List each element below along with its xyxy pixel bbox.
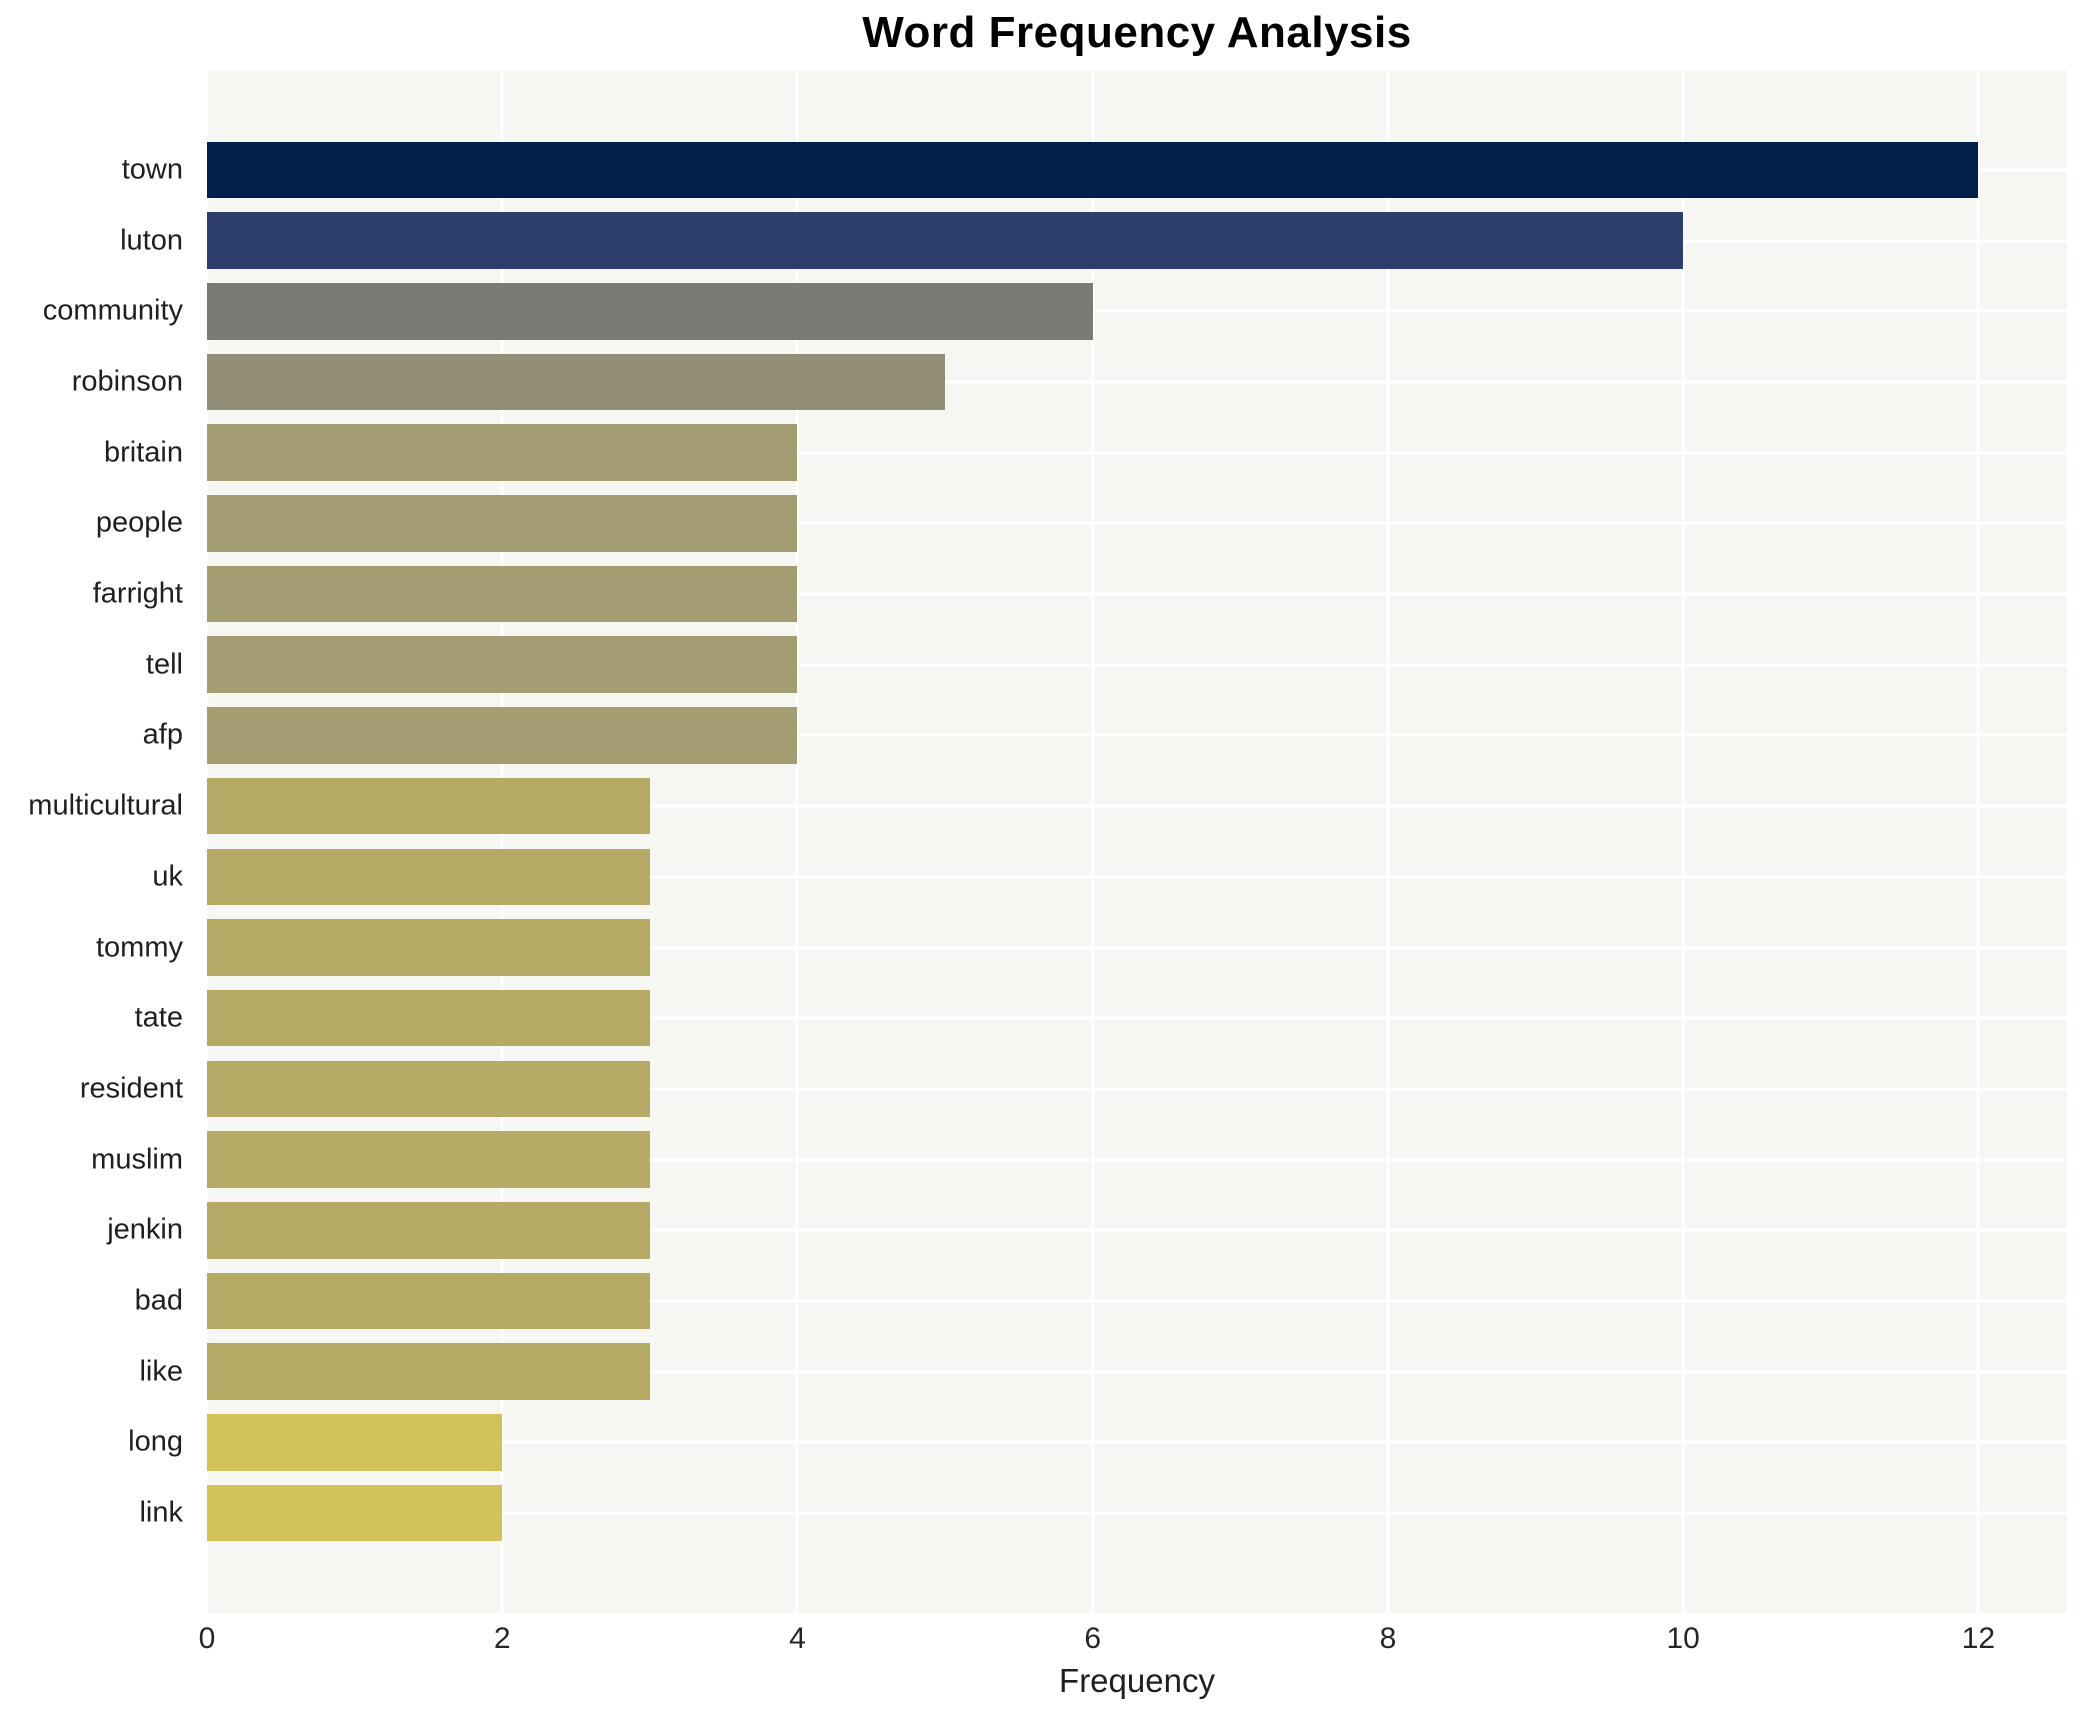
y-label-tell: tell (145, 648, 183, 681)
bar-multicultural (207, 777, 650, 835)
bar-community (207, 283, 1093, 340)
x-tick-6: 6 (1084, 1622, 1102, 1655)
gridline-vertical (205, 70, 209, 1613)
x-tick-4: 4 (789, 1622, 806, 1655)
bar-like (207, 1343, 650, 1400)
x-axis-title: Frequency (1059, 1662, 1215, 1699)
gridline-horizontal (207, 309, 2067, 313)
y-label-long: long (128, 1425, 183, 1458)
y-label-people: people (95, 506, 183, 539)
y-label-tommy: tommy (96, 931, 183, 964)
gridline-horizontal (207, 663, 2067, 667)
y-label-uk: uk (152, 860, 183, 893)
gridline-horizontal (207, 804, 2067, 808)
bar-jenkin (207, 1202, 650, 1259)
plot-area (205, 70, 2067, 1613)
x-tick-0: 0 (198, 1622, 216, 1655)
bar-people (207, 495, 798, 552)
gridline-horizontal (207, 1440, 2067, 1444)
bar-uk (207, 848, 650, 906)
bar-tell (207, 636, 798, 694)
x-tick-10: 10 (1666, 1622, 1700, 1655)
y-label-town: town (121, 153, 183, 186)
bar-robinson (207, 353, 946, 411)
bar-long (207, 1414, 503, 1471)
y-label-farright: farright (92, 577, 183, 610)
y-label-multicultural: multicultural (28, 789, 183, 822)
bar-tate (207, 989, 650, 1047)
y-label-bad: bad (134, 1284, 183, 1317)
y-label-jenkin: jenkin (107, 1213, 183, 1246)
bar-afp (207, 707, 798, 764)
x-tick-8: 8 (1379, 1622, 1397, 1655)
gridline-vertical (1681, 70, 1685, 1613)
y-label-like: like (139, 1355, 183, 1388)
gridline-horizontal (207, 451, 2067, 455)
gridline-horizontal (207, 946, 2067, 950)
y-label-community: community (42, 294, 183, 327)
bar-tommy (207, 919, 650, 976)
bar-farright (207, 565, 798, 623)
gridline-vertical (1091, 70, 1095, 1613)
x-axis-ticks: 0 2 4 6 8 10 12 (199, 1622, 2067, 1662)
gridline-horizontal (207, 1370, 2067, 1374)
gridline-vertical (500, 70, 504, 1613)
gridline-vertical (1976, 70, 1980, 1613)
bar-luton (207, 212, 1684, 269)
gridline-horizontal (207, 592, 2067, 596)
gridline-horizontal (207, 1511, 2067, 1515)
y-axis-labels: town luton community robinson britain people f… (0, 70, 195, 1613)
bar-resident (207, 1060, 650, 1118)
y-label-britain: britain (104, 436, 183, 469)
gridline-horizontal (207, 521, 2067, 525)
y-label-robinson: robinson (71, 365, 183, 398)
y-label-tate: tate (134, 1001, 183, 1034)
y-label-afp: afp (142, 718, 183, 751)
bar-bad (207, 1272, 650, 1330)
gridline-horizontal (207, 1158, 2067, 1162)
bar-link (207, 1484, 503, 1542)
gridline-horizontal (207, 1087, 2067, 1091)
bar-town (207, 141, 1979, 199)
x-tick-2: 2 (493, 1622, 511, 1655)
gridline-vertical (795, 70, 799, 1613)
y-label-luton: luton (120, 224, 183, 257)
y-label-muslim: muslim (91, 1143, 183, 1176)
gridline-horizontal (207, 875, 2067, 879)
gridline-horizontal (207, 733, 2067, 737)
gridline-horizontal (207, 1299, 2067, 1303)
y-label-link: link (139, 1496, 183, 1529)
y-label-resident: resident (79, 1072, 183, 1105)
x-tick-12: 12 (1961, 1622, 1996, 1655)
bar-britain (207, 424, 798, 481)
gridline-horizontal (207, 1228, 2067, 1232)
bar-muslim (207, 1131, 650, 1188)
gridline-vertical (1386, 70, 1390, 1613)
gridline-horizontal (207, 380, 2067, 384)
gridline-horizontal (207, 1016, 2067, 1020)
chart-title: Word Frequency Analysis (862, 8, 1412, 57)
